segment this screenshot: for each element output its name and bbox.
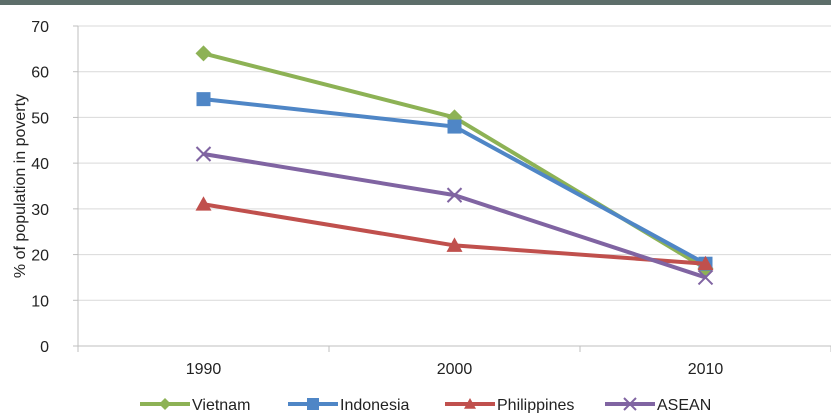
diamond-marker: [159, 398, 171, 410]
legend-item: Indonesia: [288, 397, 409, 413]
y-axis-label: % of population in poverty: [12, 94, 29, 278]
triangle-marker: [195, 196, 212, 211]
triangle-marker: [464, 398, 476, 409]
y-tick-label: 40: [31, 156, 49, 173]
legend-label: ASEAN: [657, 397, 711, 413]
series-asean: [195, 146, 714, 286]
legend-item: ASEAN: [605, 397, 711, 413]
y-tick-label: 60: [31, 65, 49, 82]
diamond-marker: [195, 45, 212, 62]
x-tick-labels: 1990 2000 2010: [186, 361, 724, 378]
square-marker: [196, 92, 211, 107]
x-marker: [697, 269, 714, 286]
legend-label: Philippines: [497, 397, 574, 413]
legend-item: Vietnam: [140, 397, 250, 413]
y-tick-label: 20: [31, 248, 49, 265]
triangle-marker: [697, 255, 714, 271]
x-tick-label: 2000: [437, 361, 473, 378]
y-tick-label: 70: [31, 19, 49, 36]
series-philippines: [195, 196, 714, 271]
x-marker: [195, 146, 212, 162]
y-tick-label: 0: [40, 339, 49, 356]
series-lines: [195, 45, 714, 286]
triangle-marker: [446, 237, 463, 252]
x-tick-label: 1990: [186, 361, 222, 378]
gridlines: [78, 25, 831, 301]
square-marker: [447, 119, 462, 134]
square-marker: [307, 398, 319, 410]
series-line: [203, 51, 707, 270]
x-marker: [623, 397, 637, 411]
legend-label: Indonesia: [340, 397, 409, 413]
y-tick-label: 10: [31, 293, 49, 310]
y-tick-labels: 0 10 20 30 40 50 60 70: [31, 19, 49, 356]
y-tick-label: 30: [31, 202, 49, 219]
x-tick-label: 2010: [688, 361, 724, 378]
header-band: [0, 0, 831, 5]
axes: [73, 25, 831, 352]
legend-label: Vietnam: [192, 397, 250, 413]
legend-item: Philippines: [445, 397, 574, 413]
y-tick-label: 50: [31, 110, 49, 127]
x-marker: [446, 187, 463, 203]
legend: Vietnam Indonesia Philippines ASEAN: [140, 397, 711, 413]
